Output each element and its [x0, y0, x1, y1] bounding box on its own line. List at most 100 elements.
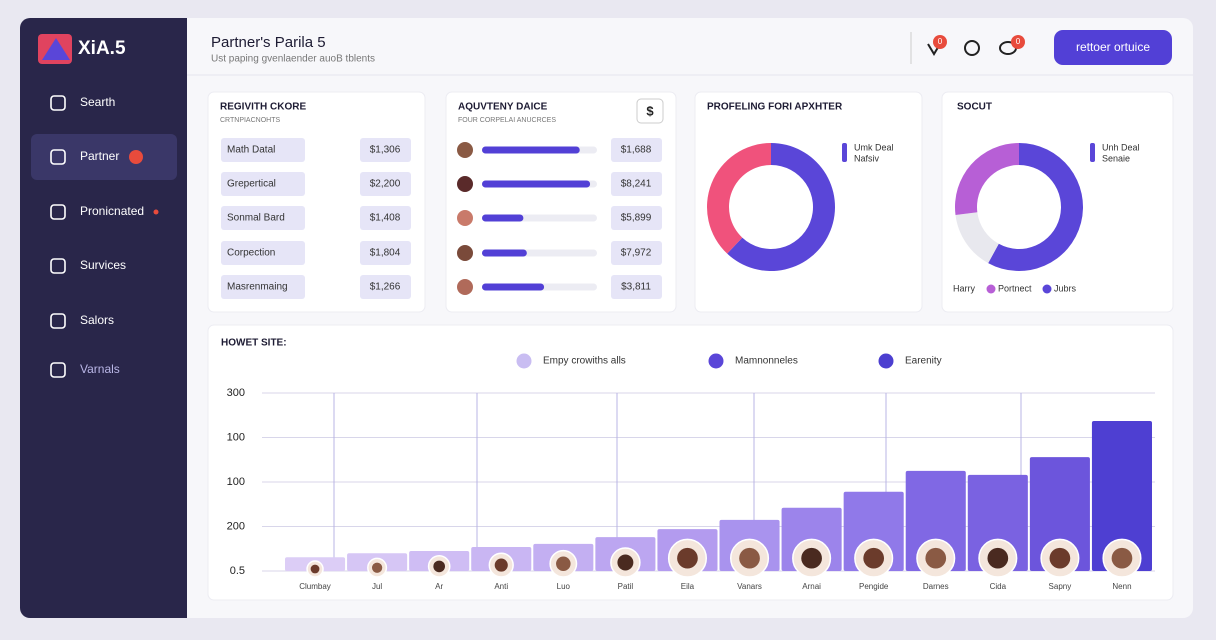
- badge: [1011, 35, 1025, 49]
- bar: [1029, 457, 1090, 571]
- x-tick-label: Pengide: [859, 582, 889, 591]
- avatar-face: [556, 556, 571, 572]
- nav-icon[interactable]: [50, 149, 66, 165]
- legend-label: Harry: [953, 283, 975, 293]
- avatar: [457, 210, 473, 226]
- badge-count: 0: [938, 37, 943, 46]
- avatar-face: [1049, 547, 1071, 569]
- nav-dot: [153, 209, 159, 215]
- nav-icon[interactable]: [50, 258, 66, 274]
- row-amount-pill: [611, 241, 662, 265]
- donut-segment: [955, 143, 1019, 216]
- avatar: [457, 176, 473, 192]
- avatar: [457, 279, 473, 295]
- x-tick-label: Sapny: [1049, 582, 1072, 591]
- y-tick-label: 300: [227, 387, 245, 399]
- row-label-pill: [221, 275, 305, 299]
- legend-label: Unh Deal: [1102, 142, 1140, 152]
- progress-bar: [482, 146, 580, 154]
- donut-segment: [727, 143, 835, 271]
- row-label: Grepertical: [227, 179, 276, 190]
- card-title: AQUVTENY DAICE: [458, 102, 548, 113]
- avatar: [457, 245, 473, 261]
- nav-item[interactable]: Pronicnated: [80, 204, 144, 218]
- avatar: [457, 142, 473, 158]
- brand-name: XiA.5: [78, 38, 126, 59]
- row-amount-pill: [360, 138, 411, 162]
- nav-item[interactable]: Varnals: [80, 362, 120, 376]
- progress-bar: [482, 180, 591, 188]
- header-subtitle: Ust paping gvenlaender auoB tblents: [211, 54, 375, 65]
- nav-icon[interactable]: [50, 362, 66, 378]
- badge: [933, 35, 947, 49]
- row-amount: $3,811: [621, 282, 651, 293]
- x-tick-label: Jul: [372, 582, 382, 591]
- row-amount-pill: [611, 206, 662, 230]
- row-amount: $8,241: [621, 179, 652, 190]
- donut-segment: [988, 143, 1083, 271]
- donut-title: PROFELING FORI APXHTER: [707, 102, 843, 113]
- avatar-face: [801, 547, 822, 569]
- nav-icon[interactable]: [50, 313, 66, 329]
- progress-bar: [482, 214, 524, 222]
- avatar-face: [433, 560, 446, 573]
- row-amount: $7,972: [621, 248, 652, 259]
- legend-dot: [708, 353, 724, 369]
- y-tick-label: 200: [227, 520, 245, 532]
- row-label: Masrenmaing: [227, 282, 288, 293]
- donut-segment: [707, 143, 771, 254]
- legend-swatch: [842, 143, 847, 162]
- x-tick-label: Cida: [990, 582, 1007, 591]
- row-amount-pill: [360, 241, 411, 265]
- bar: [1091, 421, 1152, 571]
- nav-icon[interactable]: [50, 95, 66, 111]
- x-tick-label: Nenn: [1112, 582, 1131, 591]
- x-tick-label: Arnai: [802, 582, 821, 591]
- header-button-label[interactable]: rettoer ortuice: [1076, 40, 1150, 54]
- card-title: REGIVITH CKORE: [220, 102, 306, 113]
- row-amount: $5,899: [621, 213, 652, 224]
- avatar-face: [925, 547, 947, 569]
- avatar-face: [739, 547, 760, 569]
- header-button[interactable]: [1054, 30, 1172, 65]
- row-amount: $1,306: [370, 145, 401, 156]
- nav-item[interactable]: Searth: [80, 95, 115, 109]
- legend-label: Empy crowiths alls: [543, 356, 626, 367]
- nav-item[interactable]: Partner: [80, 149, 119, 163]
- row-amount-pill: [360, 206, 411, 230]
- row-amount-pill: [611, 172, 662, 196]
- nav-item[interactable]: Survices: [80, 258, 126, 272]
- nav-item[interactable]: Salors: [80, 313, 114, 327]
- avatar-face: [371, 562, 383, 573]
- row-amount: $1,688: [621, 145, 652, 156]
- badge-count: 0: [1016, 37, 1021, 46]
- row-label: Corpection: [227, 248, 275, 259]
- avatar-face: [863, 547, 885, 569]
- x-tick-label: Vanars: [737, 582, 762, 591]
- x-tick-label: Ar: [435, 582, 443, 591]
- icon-button[interactable]: [636, 98, 664, 124]
- donut-title: SOCUT: [957, 102, 992, 113]
- row-amount-pill: [360, 172, 411, 196]
- brand-logo-mark: [42, 38, 70, 60]
- icon-label[interactable]: $: [646, 103, 654, 118]
- row-label: Sonmal Bard: [227, 213, 285, 224]
- row-label-pill: [221, 172, 305, 196]
- row-amount: $1,804: [370, 248, 401, 259]
- avatar-face: [617, 554, 634, 571]
- nav-icon[interactable]: [50, 204, 66, 220]
- nav-active: [31, 134, 177, 180]
- row-amount-pill: [611, 275, 662, 299]
- legend-label: Earenity: [905, 356, 942, 367]
- avatar-face: [987, 547, 1009, 569]
- legend-dot: [516, 353, 532, 369]
- legend-label: Portnect: [998, 283, 1032, 293]
- icon-power[interactable]: [964, 40, 980, 56]
- nav-badge: [129, 150, 143, 164]
- avatar-face: [494, 558, 508, 572]
- row-label-pill: [221, 241, 305, 265]
- legend-label: Nafsiv: [854, 153, 880, 163]
- row-amount: $2,200: [370, 179, 401, 190]
- row-label-pill: [221, 138, 305, 162]
